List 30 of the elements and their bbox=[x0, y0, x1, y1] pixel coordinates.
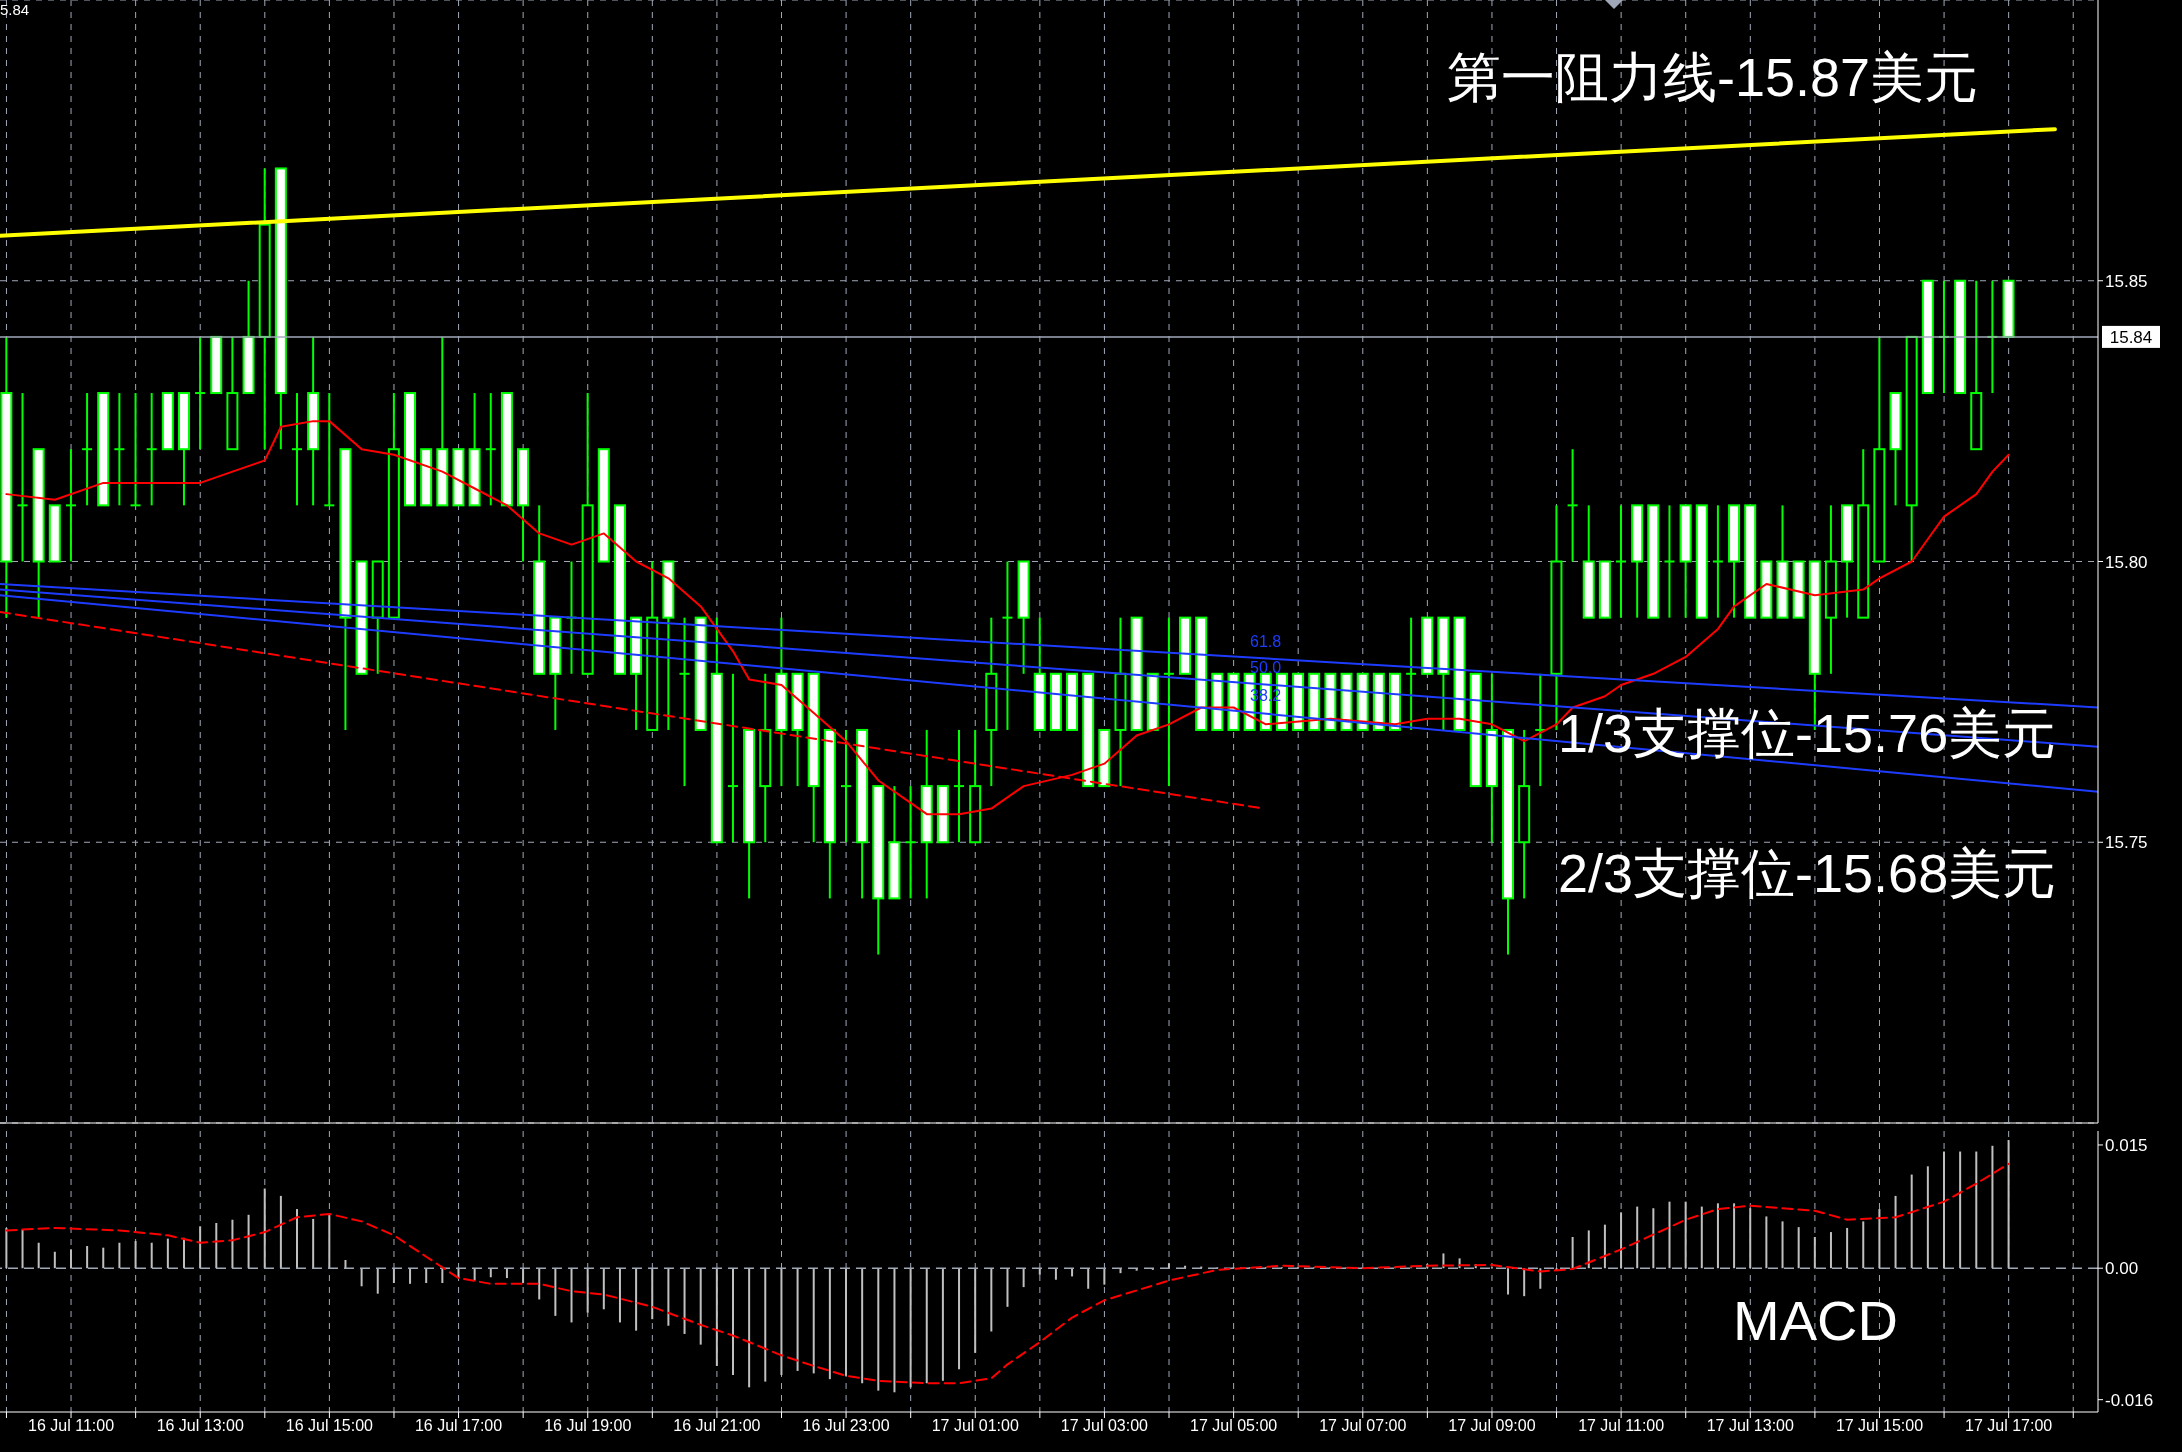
x-tick-label: 17 Jul 01:00 bbox=[931, 1417, 1019, 1435]
y-tick-label: 15.85 bbox=[2105, 271, 2148, 291]
ref-line-label: 15.84 bbox=[2109, 327, 2153, 347]
x-tick-label: 16 Jul 13:00 bbox=[156, 1417, 244, 1435]
x-tick-label: 16 Jul 15:00 bbox=[285, 1417, 374, 1435]
x-tick-label: 16 Jul 23:00 bbox=[802, 1417, 890, 1435]
annotation: 50.0 bbox=[1250, 659, 1282, 676]
annotation: MACD bbox=[1733, 1289, 1898, 1352]
y-tick-label: 15.80 bbox=[2105, 552, 2148, 572]
x-tick-label: 17 Jul 03:00 bbox=[1060, 1417, 1149, 1435]
y-tick-label: 15.75 bbox=[2105, 833, 2148, 853]
x-tick-label: 17 Jul 07:00 bbox=[1319, 1417, 1407, 1435]
annotation: 第一阻力线-15.87美元 bbox=[1447, 47, 1979, 107]
x-tick-label: 17 Jul 17:00 bbox=[1965, 1417, 2053, 1435]
x-tick-label: 16 Jul 17:00 bbox=[414, 1417, 503, 1435]
annotation: 5.84 bbox=[0, 1, 30, 18]
x-tick-label: 16 Jul 11:00 bbox=[28, 1417, 115, 1435]
x-tick-label: 17 Jul 15:00 bbox=[1835, 1417, 1924, 1435]
y-tick-label: 0.00 bbox=[2105, 1259, 2139, 1279]
x-tick-label: 17 Jul 05:00 bbox=[1190, 1417, 1278, 1435]
y-tick-label: 0.015 bbox=[2105, 1136, 2148, 1155]
annotation: 61.8 bbox=[1250, 633, 1282, 650]
x-tick-label: 16 Jul 19:00 bbox=[544, 1417, 632, 1435]
x-tick-label: 17 Jul 09:00 bbox=[1448, 1417, 1536, 1435]
x-tick-label: 17 Jul 11:00 bbox=[1578, 1417, 1665, 1435]
x-tick-label: 17 Jul 13:00 bbox=[1706, 1417, 1794, 1435]
x-tick-label: 16 Jul 21:00 bbox=[673, 1417, 761, 1435]
y-tick-label: -0.016 bbox=[2105, 1390, 2154, 1410]
annotation: 2/3支撑位-15.68美元 bbox=[1558, 843, 2057, 903]
annotation: 38.2 bbox=[1250, 687, 1282, 704]
